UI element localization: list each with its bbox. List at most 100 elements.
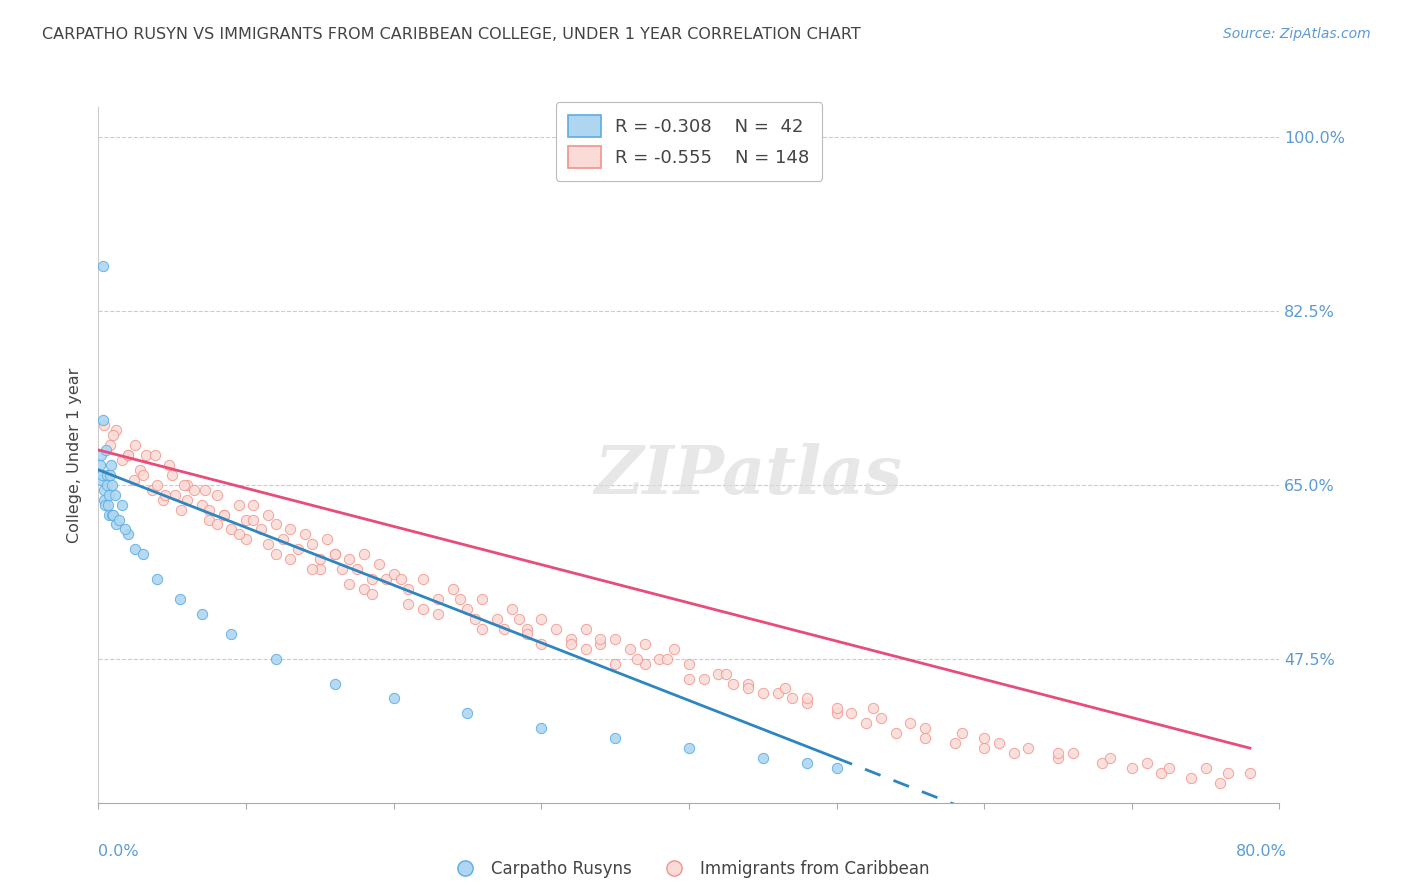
- Point: [330, 562, 353, 576]
- Point: [146, 477, 169, 491]
- Point: [1017, 741, 1039, 756]
- Point: [205, 517, 228, 532]
- Point: [111, 453, 134, 467]
- Point: [382, 691, 405, 706]
- Text: Source: ZipAtlas.com: Source: ZipAtlas.com: [1223, 27, 1371, 41]
- Point: [93, 483, 115, 497]
- Point: [782, 691, 804, 706]
- Point: [323, 676, 346, 690]
- Point: [117, 448, 139, 462]
- Point: [316, 533, 339, 547]
- Point: [412, 602, 434, 616]
- Point: [516, 627, 538, 641]
- Point: [516, 622, 538, 636]
- Point: [486, 612, 509, 626]
- Point: [412, 572, 434, 586]
- Point: [250, 523, 273, 537]
- Point: [796, 756, 818, 770]
- Point: [471, 592, 494, 607]
- Point: [855, 716, 877, 731]
- Point: [323, 547, 346, 561]
- Point: [900, 716, 922, 731]
- Point: [633, 637, 655, 651]
- Point: [530, 612, 553, 626]
- Point: [103, 428, 125, 442]
- Point: [235, 512, 257, 526]
- Point: [751, 686, 773, 700]
- Point: [346, 562, 368, 576]
- Point: [737, 681, 759, 696]
- Point: [153, 488, 176, 502]
- Point: [108, 512, 131, 526]
- Point: [101, 508, 124, 522]
- Point: [339, 552, 360, 566]
- Point: [104, 488, 127, 502]
- Point: [501, 602, 523, 616]
- Point: [943, 736, 966, 750]
- Point: [257, 537, 280, 551]
- Point: [862, 701, 884, 715]
- Point: [228, 527, 250, 541]
- Point: [441, 582, 464, 596]
- Point: [93, 492, 115, 507]
- Point: [353, 582, 375, 596]
- Point: [162, 467, 183, 482]
- Point: [309, 552, 332, 566]
- Point: [278, 552, 302, 566]
- Point: [96, 467, 118, 482]
- Point: [1091, 756, 1114, 770]
- Point: [169, 592, 191, 607]
- Point: [589, 632, 612, 646]
- Point: [626, 651, 648, 665]
- Point: [678, 672, 700, 686]
- Point: [157, 458, 180, 472]
- Point: [212, 508, 235, 522]
- Point: [89, 458, 111, 472]
- Point: [94, 498, 117, 512]
- Point: [1157, 761, 1180, 775]
- Point: [574, 622, 596, 636]
- Point: [950, 726, 973, 740]
- Point: [382, 567, 405, 582]
- Point: [1195, 761, 1218, 775]
- Point: [94, 442, 117, 457]
- Point: [1062, 746, 1084, 760]
- Point: [1180, 771, 1202, 785]
- Point: [353, 547, 375, 561]
- Point: [105, 423, 128, 437]
- Point: [987, 736, 1010, 750]
- Point: [464, 612, 486, 626]
- Point: [132, 467, 155, 482]
- Point: [605, 731, 627, 746]
- Point: [508, 612, 530, 626]
- Point: [228, 498, 250, 512]
- Point: [427, 607, 450, 621]
- Point: [714, 666, 737, 681]
- Point: [1239, 766, 1261, 780]
- Point: [1046, 751, 1069, 765]
- Point: [91, 259, 114, 273]
- Point: [98, 467, 121, 482]
- Point: [294, 527, 316, 541]
- Point: [309, 562, 332, 576]
- Point: [389, 572, 412, 586]
- Point: [456, 706, 478, 721]
- Point: [93, 418, 115, 433]
- Point: [546, 622, 568, 636]
- Point: [773, 681, 796, 696]
- Point: [191, 607, 214, 621]
- Point: [456, 602, 478, 616]
- Point: [396, 597, 419, 611]
- Point: [103, 508, 125, 522]
- Point: [111, 498, 134, 512]
- Point: [221, 627, 243, 641]
- Point: [173, 477, 195, 491]
- Point: [449, 592, 471, 607]
- Point: [914, 721, 936, 735]
- Point: [198, 512, 221, 526]
- Point: [141, 483, 163, 497]
- Point: [1002, 746, 1025, 760]
- Point: [114, 523, 136, 537]
- Point: [427, 592, 450, 607]
- Point: [176, 477, 198, 491]
